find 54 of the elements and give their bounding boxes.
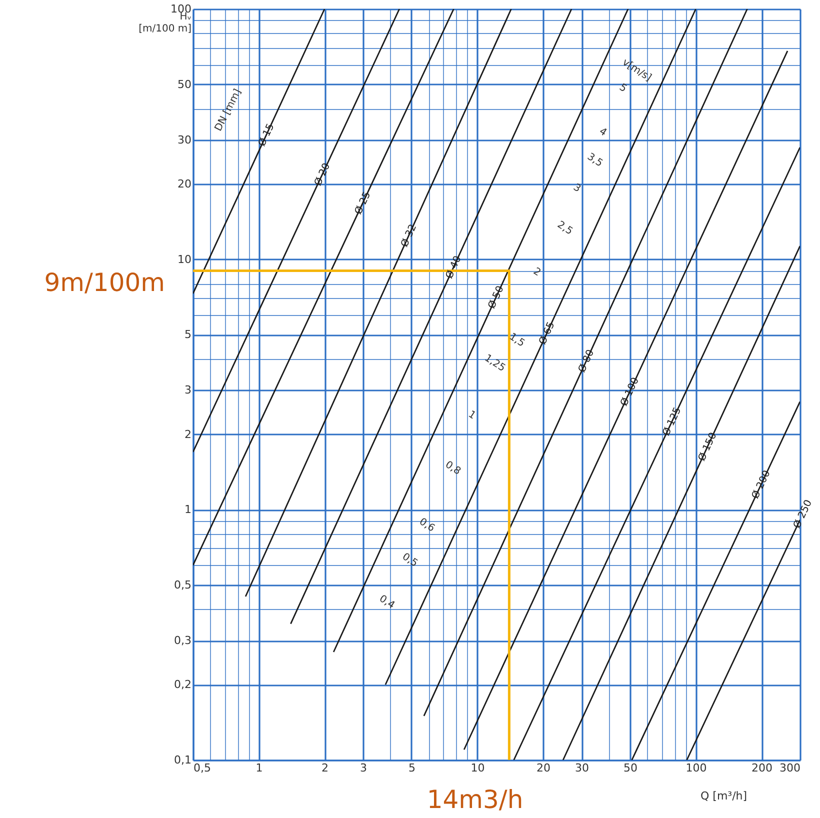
text: Ø 65 bbox=[537, 320, 558, 347]
annotation: 5 bbox=[617, 82, 628, 95]
annotation: 3 bbox=[571, 182, 582, 195]
text: Ø 40 bbox=[444, 254, 464, 281]
x-tick-label: 10 bbox=[470, 762, 485, 774]
y-tick-label: 1 bbox=[184, 503, 192, 516]
y-tick-label: 50 bbox=[178, 78, 192, 91]
annotation: 0,5 bbox=[400, 551, 420, 570]
annotation: 1,5 bbox=[507, 331, 526, 350]
x-tick-label: 5 bbox=[408, 762, 416, 774]
text: Ø 15 bbox=[256, 122, 277, 148]
annotation: 2 bbox=[531, 266, 542, 279]
annotation: 3,5 bbox=[585, 151, 604, 170]
y-tick-label: 10 bbox=[178, 252, 192, 266]
x-tick-label: 200 bbox=[752, 762, 773, 774]
y-tick-label: 5 bbox=[184, 328, 192, 342]
text: Ø 25 bbox=[353, 190, 374, 216]
annotation: 1 bbox=[466, 409, 478, 422]
y-tick-label: 0,3 bbox=[174, 634, 192, 648]
x-axis-title: Q [m³/h] bbox=[700, 790, 748, 802]
text: 14m3/h bbox=[426, 785, 524, 814]
y-tick-label: 0,1 bbox=[174, 754, 192, 766]
x-tick-label: 1 bbox=[256, 762, 263, 774]
x-tick-label: 20 bbox=[536, 762, 551, 774]
x-tick-label: 2 bbox=[322, 762, 329, 774]
y-tick-label: 0,2 bbox=[174, 678, 192, 692]
text: Ø 20 bbox=[312, 162, 333, 188]
x-tick-label: 50 bbox=[623, 762, 638, 774]
x-tick-label: 0,5 bbox=[194, 762, 211, 774]
text: Ø 50 bbox=[486, 284, 506, 311]
annotation: 1,25 bbox=[482, 352, 508, 374]
text: Ø 250 bbox=[792, 498, 815, 530]
x-tick-label: 100 bbox=[686, 762, 707, 774]
text: 9m/100m bbox=[44, 268, 165, 297]
x-tick-label: 300 bbox=[780, 762, 800, 774]
annotation: 0,4 bbox=[377, 593, 396, 612]
text: Ø 32 bbox=[399, 222, 420, 249]
x-tick-label: 3 bbox=[360, 762, 368, 774]
y-tick-label: 20 bbox=[178, 177, 192, 190]
y-tick-label: 30 bbox=[178, 133, 192, 146]
text: Ø 80 bbox=[576, 348, 597, 374]
annotation: 0,6 bbox=[417, 516, 436, 534]
y-axis-title: Hᵥ [m/100 m] bbox=[138, 12, 192, 34]
text: Ø 100 bbox=[618, 376, 642, 408]
y-tick-label: 0,5 bbox=[174, 578, 192, 592]
x-tick-label: 30 bbox=[575, 762, 590, 774]
annotation: 0,8 bbox=[443, 459, 462, 478]
annotation: 2,5 bbox=[555, 219, 574, 238]
text: Ø 150 bbox=[696, 430, 720, 463]
y-tick-label: 2 bbox=[184, 428, 192, 441]
annotation: 4 bbox=[597, 126, 608, 139]
y-tick-label: 3 bbox=[184, 384, 192, 397]
text: Ø 125 bbox=[660, 406, 684, 438]
text: Ø 200 bbox=[750, 468, 773, 501]
